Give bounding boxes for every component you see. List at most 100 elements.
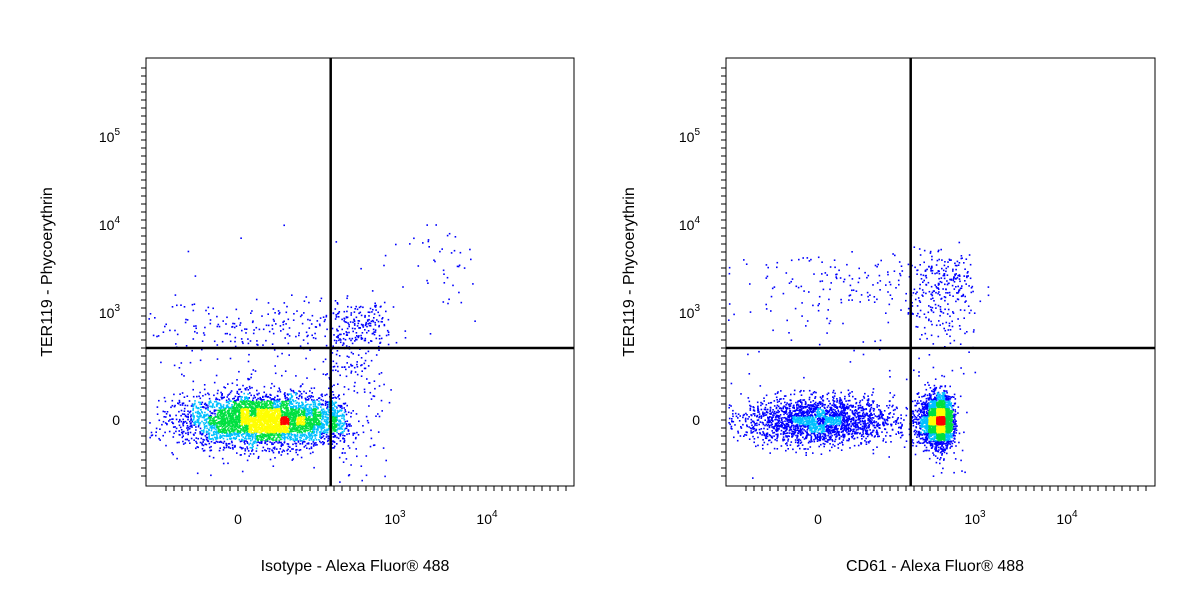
event-dot	[286, 393, 289, 395]
event-dot	[183, 430, 185, 433]
event-dot	[242, 407, 245, 409]
event-dot	[320, 297, 323, 300]
event-dot	[267, 420, 269, 422]
event-dot	[178, 401, 181, 404]
event-dot	[374, 331, 377, 333]
event-dot	[247, 432, 249, 435]
event-dot	[426, 279, 428, 282]
event-dot	[325, 422, 328, 424]
event-dot	[225, 416, 228, 418]
event-dot	[340, 422, 342, 425]
event-dot	[294, 434, 296, 436]
event-dot	[229, 438, 231, 440]
event-dot	[342, 461, 345, 463]
x-axis-label: Isotype - Alexa Fluor® 488	[261, 558, 450, 575]
event-dot	[311, 414, 314, 417]
event-dot	[216, 441, 219, 443]
event-dot	[307, 423, 309, 425]
event-dot	[288, 354, 290, 356]
event-dot	[216, 437, 218, 439]
event-dot	[278, 422, 280, 424]
event-dot	[195, 437, 198, 439]
event-dot	[293, 405, 295, 407]
event-dot	[250, 400, 252, 403]
event-dot	[289, 439, 292, 441]
event-dot	[219, 434, 222, 436]
event-dot	[248, 431, 251, 433]
event-dot	[262, 423, 265, 426]
event-dot	[304, 428, 306, 430]
event-dot	[249, 410, 251, 412]
event-dot	[368, 318, 370, 321]
event-dot	[239, 440, 242, 443]
event-dot	[267, 435, 269, 438]
event-dot	[298, 429, 300, 432]
event-dot	[234, 423, 236, 426]
event-dot	[259, 416, 262, 419]
event-dot	[289, 425, 291, 427]
event-dot	[293, 414, 295, 416]
event-dot	[315, 405, 318, 408]
event-dot	[361, 479, 363, 482]
event-dot	[339, 440, 342, 442]
event-dot	[234, 408, 236, 410]
event-dot	[289, 436, 291, 439]
event-dot	[228, 407, 230, 409]
event-dot	[287, 448, 289, 451]
event-dot	[900, 414, 902, 416]
event-dot	[306, 447, 308, 449]
event-dot	[323, 432, 325, 435]
event-dot	[261, 422, 263, 424]
event-dot	[201, 416, 204, 419]
event-dot	[255, 407, 258, 409]
event-dot	[270, 387, 272, 389]
event-dot	[343, 320, 345, 322]
event-dot	[229, 431, 231, 434]
event-dot	[252, 441, 255, 444]
event-dot	[332, 369, 334, 372]
event-dot	[149, 422, 151, 424]
event-dot	[208, 428, 210, 431]
event-dot	[337, 437, 340, 440]
event-dot	[294, 422, 297, 425]
event-dot	[312, 409, 314, 412]
event-dot	[268, 448, 271, 450]
event-dot	[320, 412, 322, 414]
event-dot	[213, 416, 215, 419]
event-dot	[277, 429, 279, 431]
event-dot	[202, 444, 205, 447]
event-dot	[271, 437, 273, 440]
event-dot	[199, 413, 201, 415]
event-dot	[331, 409, 334, 411]
event-dot	[204, 422, 207, 425]
event-dot	[250, 426, 253, 429]
event-dot	[264, 412, 266, 415]
event-dot	[221, 428, 223, 430]
event-dot	[192, 405, 195, 407]
event-dot	[289, 450, 292, 452]
event-dot	[175, 418, 178, 421]
event-dot	[222, 462, 225, 465]
event-dot	[292, 406, 294, 408]
event-dot	[223, 420, 225, 422]
event-dot	[292, 407, 294, 409]
event-dot	[241, 411, 244, 413]
event-dot	[236, 410, 239, 413]
event-dot	[335, 353, 338, 356]
event-dot	[272, 426, 275, 428]
event-dot	[237, 429, 239, 432]
event-dot	[259, 442, 261, 444]
event-dot	[285, 410, 288, 412]
event-dot	[350, 412, 353, 414]
event-dot	[230, 390, 233, 392]
event-dot	[341, 431, 344, 433]
event-dot	[261, 315, 263, 317]
event-dot	[427, 282, 429, 284]
event-dot	[331, 447, 333, 449]
event-dot	[295, 415, 298, 417]
event-dot	[373, 313, 376, 315]
event-dot	[230, 400, 232, 402]
event-dot	[189, 410, 192, 413]
event-dot	[249, 387, 251, 390]
event-dot	[362, 306, 364, 309]
